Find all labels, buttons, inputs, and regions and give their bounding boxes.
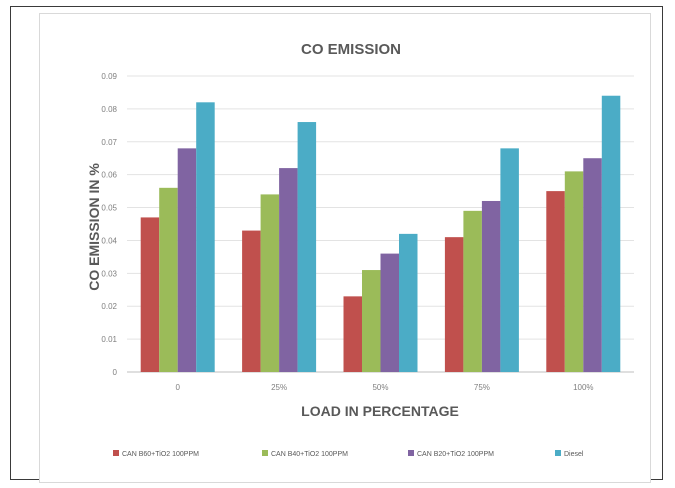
y-tick-label: 0.01 <box>101 335 117 344</box>
y-tick-label: 0 <box>113 368 118 377</box>
legend-label: Diesel <box>564 451 584 458</box>
bar <box>140 217 160 372</box>
bar <box>500 148 519 372</box>
bar <box>444 237 464 372</box>
bar <box>242 230 261 372</box>
bar <box>546 191 565 372</box>
legend-label: CAN B20+TiO2 100PPM <box>417 451 494 458</box>
bar <box>362 270 381 372</box>
legend-swatch <box>113 450 119 456</box>
legend-swatch <box>408 450 414 456</box>
x-tick-label: 75% <box>474 383 490 392</box>
bar <box>583 158 602 372</box>
x-tick-label: 50% <box>372 383 388 392</box>
y-tick-label: 0.04 <box>101 236 117 245</box>
legend-label: CAN B40+TiO2 100PPM <box>271 451 348 458</box>
bar <box>196 102 215 373</box>
bar <box>297 122 317 373</box>
bar <box>481 200 501 372</box>
legend-label: CAN B60+TiO2 100PPM <box>122 451 199 458</box>
y-tick-label: 0.08 <box>101 105 117 114</box>
bar <box>177 148 197 372</box>
bar <box>260 194 280 372</box>
x-tick-label: 25% <box>271 383 287 392</box>
bar <box>399 233 418 372</box>
y-tick-label: 0.07 <box>101 138 117 147</box>
chart-title: CO EMISSION <box>301 41 401 58</box>
y-tick-label: 0.06 <box>101 171 117 180</box>
legend-swatch <box>555 450 561 456</box>
bar <box>380 253 399 372</box>
bar <box>159 187 178 372</box>
bar <box>601 95 621 372</box>
x-axis-title: LOAD IN PERCENTAGE <box>301 403 459 419</box>
legend-swatch <box>262 450 268 456</box>
y-tick-label: 0.02 <box>101 302 117 311</box>
y-tick-label: 0.03 <box>101 269 117 278</box>
bar <box>343 296 362 372</box>
y-axis-title: CO EMISSION IN % <box>86 163 102 291</box>
bar <box>463 210 482 372</box>
bar <box>279 168 298 372</box>
x-tick-label: 100% <box>573 383 593 392</box>
x-tick-label: 0 <box>175 383 180 392</box>
bar <box>564 171 584 372</box>
y-tick-label: 0.05 <box>101 204 117 213</box>
y-tick-label: 0.09 <box>101 72 117 81</box>
